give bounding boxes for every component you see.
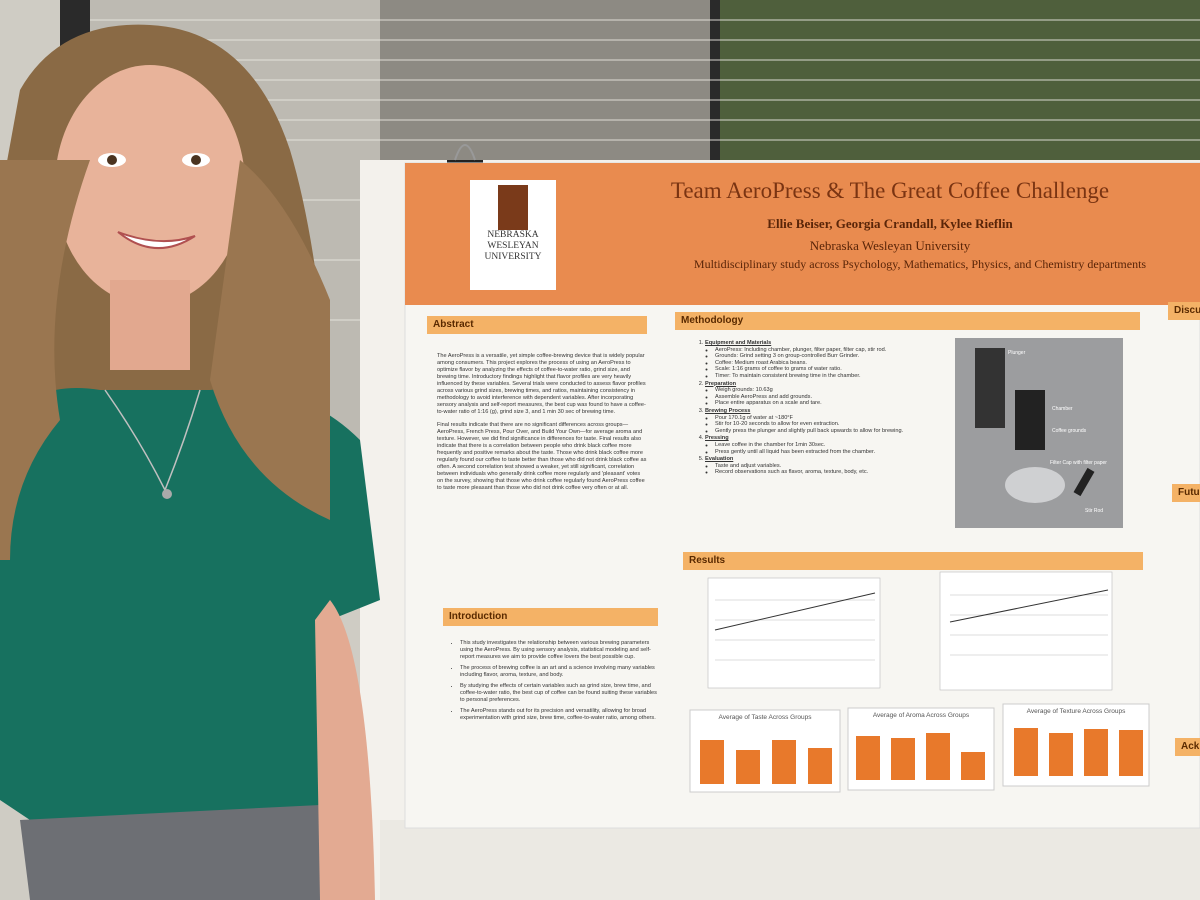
paragraph: Final results indicate that there are no… <box>437 422 647 491</box>
step-item: Assemble AeroPress and add grounds. <box>715 394 950 401</box>
introduction-text: This study investigates the relationship… <box>450 640 662 726</box>
step-title: Equipment and Materials <box>705 340 772 346</box>
step-item: Pour 170.1g of water at ~180°F <box>715 415 950 422</box>
poster-university: Nebraska Wesleyan University <box>809 238 971 253</box>
photo-label: Stir Rod <box>1085 508 1104 514</box>
step-item: Weigh grounds: 10.63g <box>715 387 950 394</box>
step-title: Evaluation <box>705 456 734 463</box>
abstract-text: The AeroPress is a versatile, yet simple… <box>437 353 647 498</box>
step-item: Place entire apparatus on a scale and ta… <box>715 400 950 407</box>
section-heading: Futu <box>1172 484 1200 502</box>
section-heading: Ack <box>1175 738 1200 756</box>
step-item: Press gently until all liquid has been e… <box>715 449 950 456</box>
step-item: Leave coffee in the chamber for 1min 30s… <box>715 442 950 449</box>
poster-authors: Ellie Beiser, Georgia Crandall, Kylee Ri… <box>767 216 1013 231</box>
step-item: Record observations such as flavor, arom… <box>715 469 950 476</box>
step-item: Taste and adjust variables. <box>715 463 950 470</box>
paragraph: The AeroPress is a versatile, yet simple… <box>437 353 646 415</box>
chart-title: Average of Aroma Across Groups <box>872 712 970 719</box>
list-item: This study investigates the relationship… <box>460 640 662 661</box>
step-item: Stir for 10-20 seconds to allow for even… <box>715 421 950 428</box>
step-item: AeroPress: Including chamber, plunger, f… <box>715 347 950 354</box>
logo-line: UNIVERSITY <box>484 252 542 262</box>
section-heading: Discu <box>1168 302 1200 320</box>
step-item: Coffee: Medium roast Arabica beans. <box>715 360 950 367</box>
methodology-text: Equipment and Materials AeroPress: Inclu… <box>695 340 950 477</box>
section-heading: Methodology <box>675 312 1140 330</box>
logo-line: WESLEYAN <box>487 241 539 251</box>
section-heading: Results <box>683 552 1143 570</box>
chart-title: Average of Texture Across Groups <box>1026 708 1126 715</box>
step-item: Scale: 1:16 grams of coffee to grams of … <box>715 366 950 373</box>
list-item: By studying the effects of certain varia… <box>460 683 662 704</box>
step-item: Gently press the plunger and slightly pu… <box>715 428 950 435</box>
chart-title: Average of Taste Across Groups <box>718 714 812 721</box>
list-item: The process of brewing coffee is an art … <box>460 665 662 679</box>
section-heading: Introduction <box>443 608 658 626</box>
section-heading: Abstract <box>427 316 647 334</box>
step-title: Pressing <box>705 435 729 442</box>
list-item: The AeroPress stands out for its precisi… <box>460 708 662 722</box>
photo-label: Chamber <box>1052 406 1073 412</box>
poster-title: Team AeroPress & The Great Coffee Challe… <box>670 178 1110 203</box>
photo-label: Plunger <box>1008 350 1026 356</box>
logo-line: NEBRASKA <box>487 230 539 240</box>
photo-label: Filter Cap with filter paper <box>1050 460 1107 466</box>
photo-label: Coffee grounds <box>1052 428 1087 434</box>
poster-study: Multidisciplinary study across Psycholog… <box>693 257 1147 271</box>
step-item: Timer: To maintain consistent brewing ti… <box>715 373 950 380</box>
step-title: Brewing Process <box>705 407 751 414</box>
step-title: Preparation <box>705 380 737 387</box>
step-item: Grounds: Grind setting 3 on group-contro… <box>715 353 950 360</box>
logo: NEBRASKA WESLEYAN UNIVERSITY <box>470 230 556 263</box>
